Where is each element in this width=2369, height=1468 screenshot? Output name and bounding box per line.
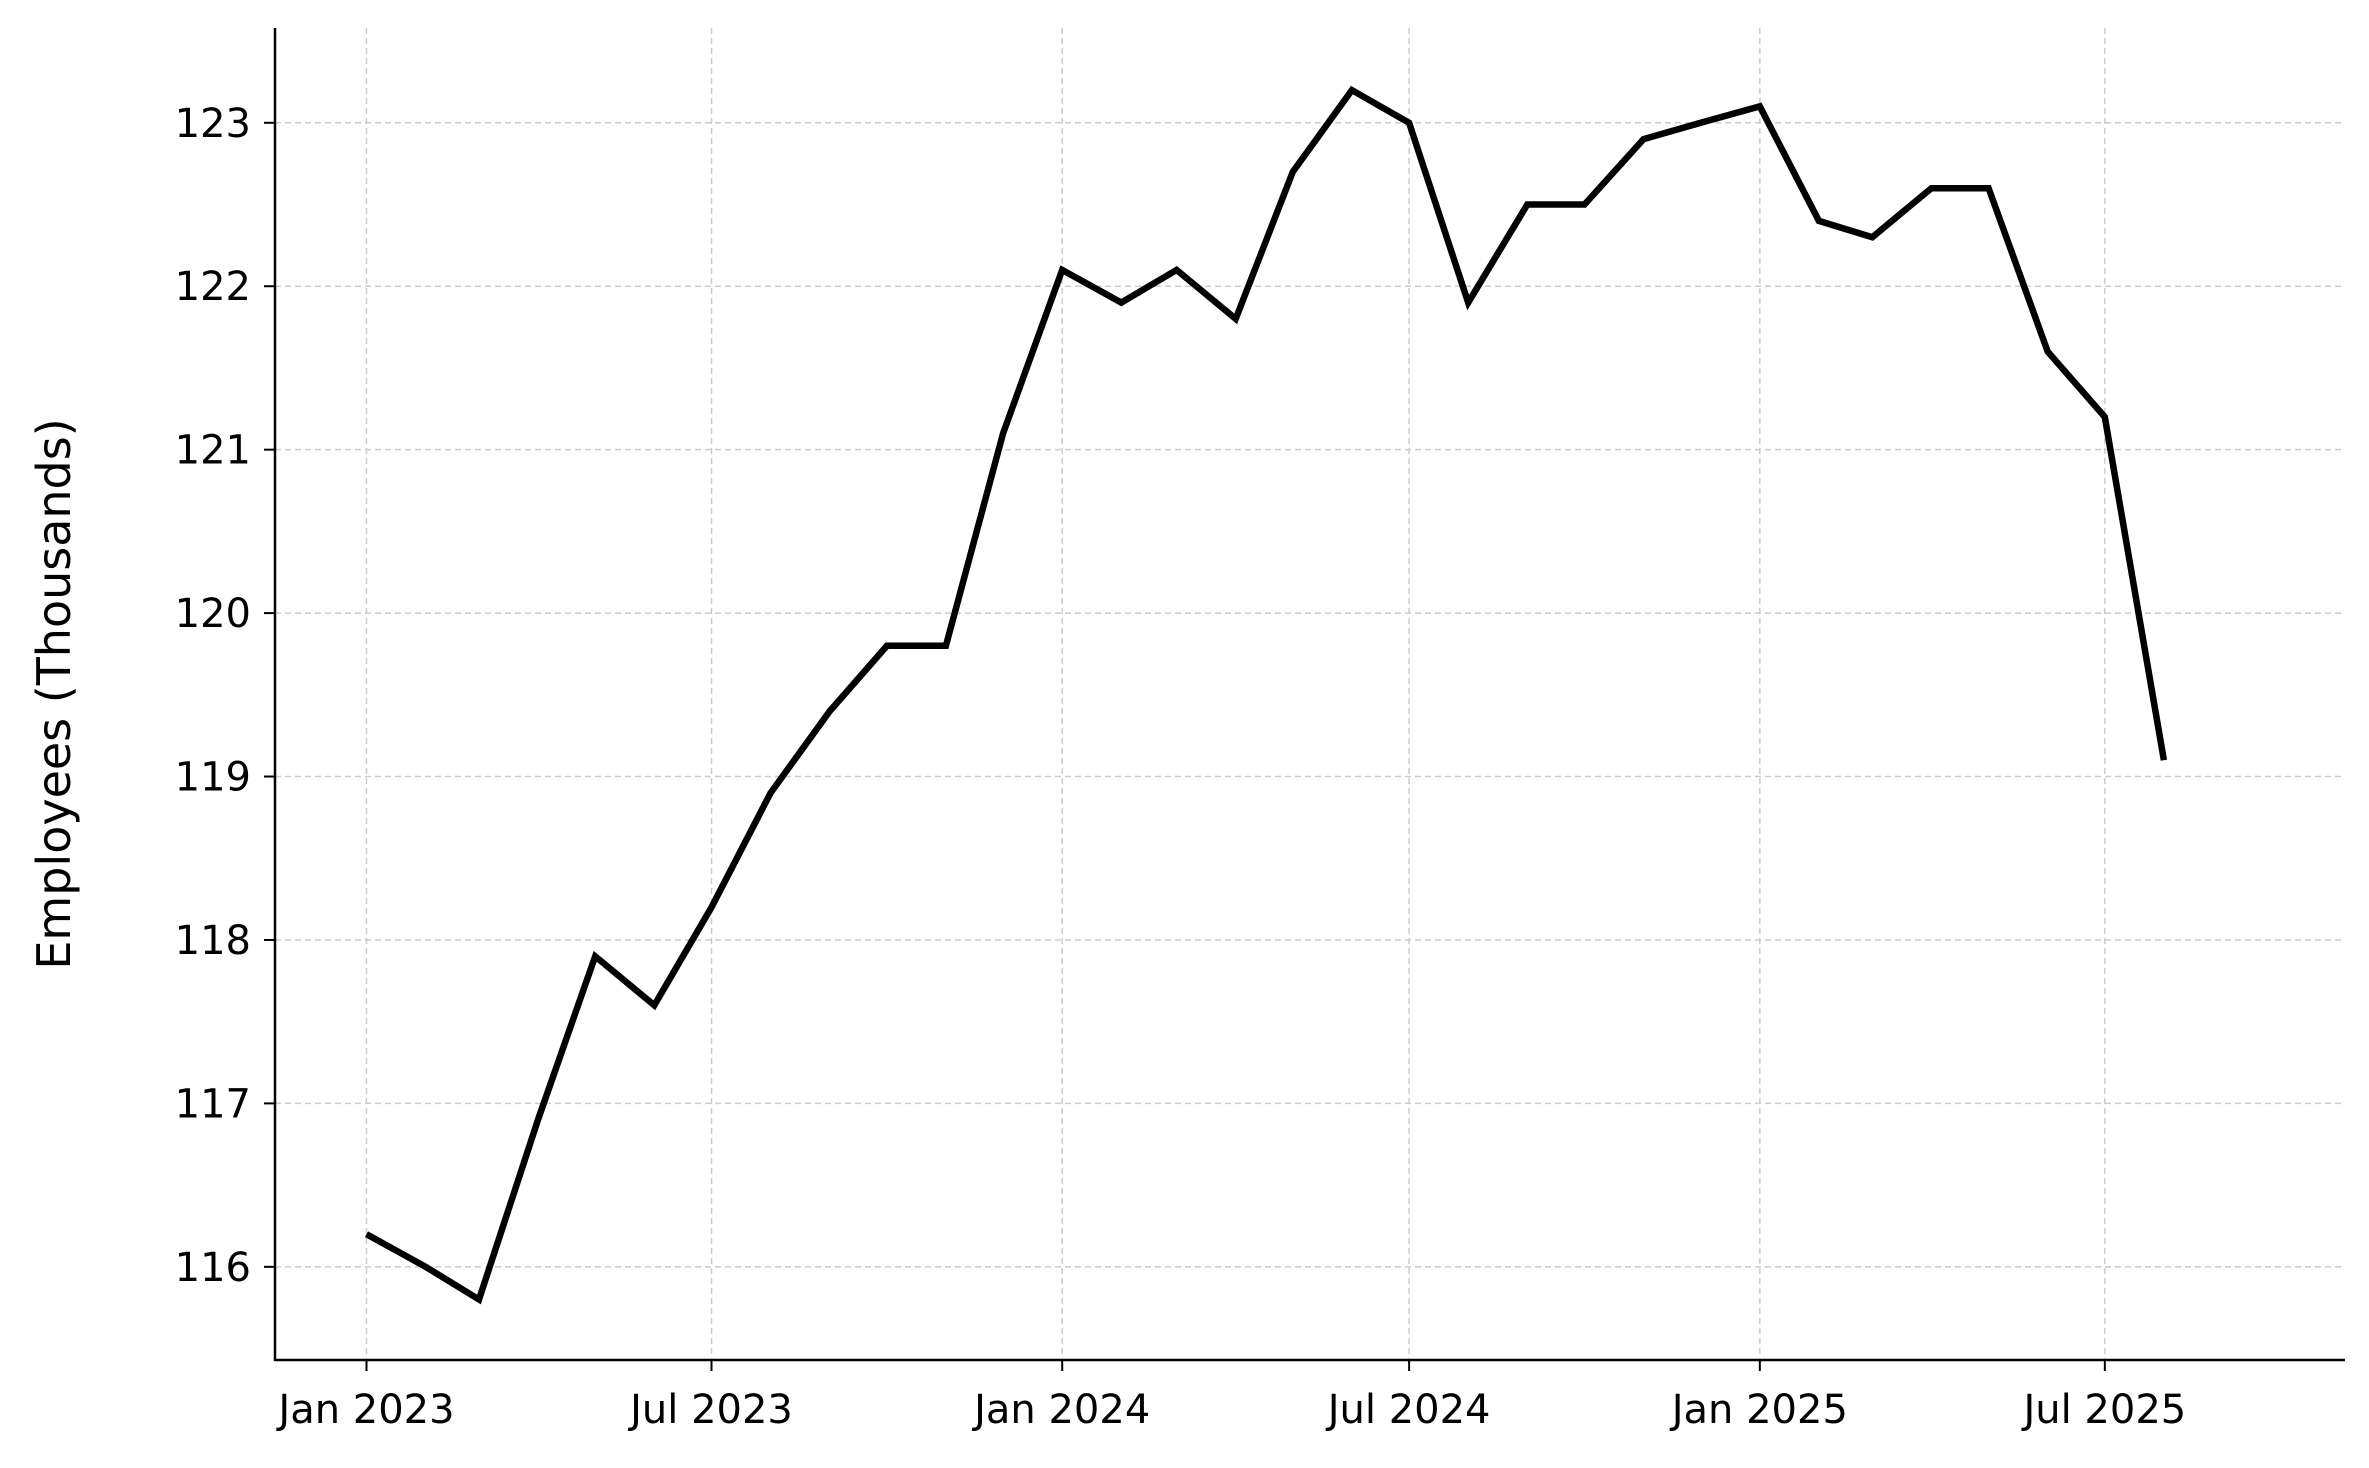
y-tick-label: 119 bbox=[175, 755, 251, 801]
axes bbox=[264, 28, 2345, 1371]
x-tick-label: Jan 2024 bbox=[971, 1387, 1150, 1433]
tick-labels: 116 117 118 119 120 121 122 123 Jan 2023 Jul 2023… bbox=[175, 101, 2187, 1433]
x-tick-label: Jul 2024 bbox=[1325, 1387, 1491, 1433]
x-tick-label: Jan 2023 bbox=[275, 1387, 454, 1433]
y-tick-label: 117 bbox=[175, 1081, 251, 1127]
y-tick-label: 116 bbox=[175, 1245, 251, 1291]
y-tick-label: 118 bbox=[175, 918, 251, 964]
y-tick-label: 122 bbox=[175, 264, 251, 310]
series bbox=[366, 90, 2163, 1299]
y-tick-label: 123 bbox=[175, 101, 251, 147]
series-line bbox=[367, 90, 2164, 1299]
y-axis-label: Employees (Thousands) bbox=[27, 418, 81, 969]
y-tick-label: 121 bbox=[175, 428, 251, 474]
x-tick-label: Jan 2025 bbox=[1669, 1387, 1848, 1433]
y-tick-label: 120 bbox=[175, 591, 251, 637]
x-tick-label: Jul 2025 bbox=[2020, 1387, 2186, 1433]
x-tick-label: Jul 2023 bbox=[627, 1387, 793, 1433]
grid-lines bbox=[275, 28, 2345, 1360]
